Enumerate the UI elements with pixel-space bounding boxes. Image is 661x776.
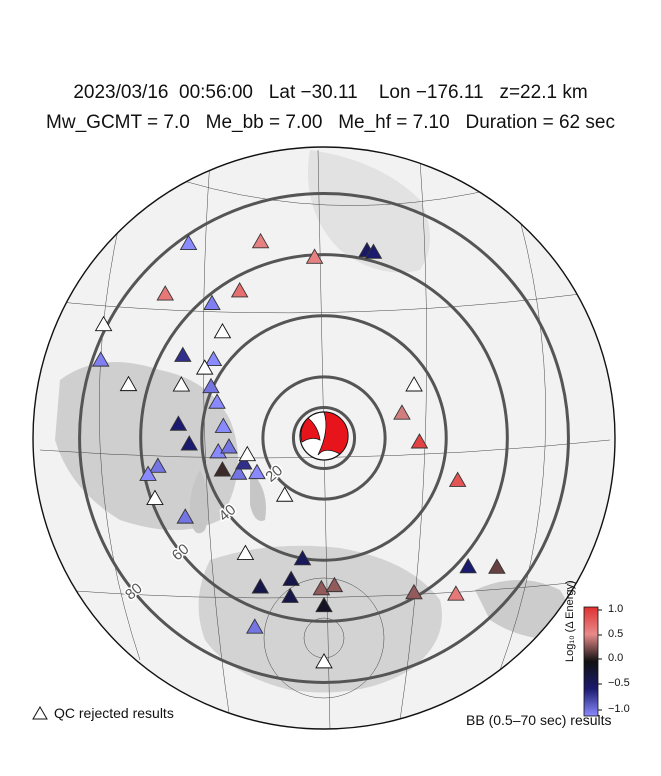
station-marker [229,464,248,480]
qc-rejected-station [236,544,255,560]
stations [91,232,506,669]
colorbar-tick: −1.0 [608,703,630,715]
event-header-line2: Mw_GCMT = 7.0 Me_bb = 7.00 Me_hf = 7.10 … [46,112,615,133]
station-marker [213,461,232,477]
station-marker [208,393,226,409]
station-marker [202,377,220,394]
station-marker [203,294,221,310]
station-marker [325,576,344,593]
qc-rejected-station [172,376,191,392]
station-marker [315,596,333,613]
qc-rejected-station [238,445,257,462]
colorbar-title: Log₁₀ (Δ Energy) [564,580,576,662]
globe-outline [32,146,616,730]
station-marker [139,465,157,481]
distance-rings [78,192,570,684]
station-marker [251,232,270,249]
qc-legend-label: QC rejected results [54,705,174,721]
distance-ring [78,192,570,684]
station-marker [169,415,188,431]
station-marker [447,585,465,601]
qc-rejected-station [94,315,113,332]
station-marker [220,438,238,454]
station-marker [364,243,383,259]
station-marker [459,557,477,574]
station-marker [179,234,198,251]
station-marker [282,570,300,586]
focal-mechanism [299,411,349,461]
station-marker [176,508,195,524]
qc-legend: QC rejected results [32,705,174,721]
qc-rejected-station [119,375,138,392]
event-header-line1: 2023/03/16 00:56:00 Lat −30.11 Lon −176.… [73,82,588,103]
distance-ring [139,253,509,623]
station-marker [312,579,331,596]
qc-rejected-station [405,376,423,392]
colorbar [583,606,602,717]
station-marker [305,248,324,264]
station-marker [405,583,423,600]
station-marker [410,433,429,449]
station-marker [248,463,266,480]
station-marker [448,471,467,487]
colorbar-tick: 1.0 [608,603,624,615]
qc-rejected-station [195,359,214,375]
distance-ring [200,314,448,562]
station-marker [488,558,506,574]
station-marker [251,578,270,594]
band-legend-label: BB (0.5–70 sec) results [466,712,612,728]
station-marker [174,346,192,362]
station-marker [180,435,199,451]
colorbar-tick: −0.5 [608,677,630,689]
qc-triangle-icon [32,706,48,720]
distance-ring [261,375,387,501]
station-marker [235,454,253,470]
station-marker [91,351,110,367]
station-marker [204,350,223,367]
station-marker [281,587,299,603]
distance-ring [291,405,357,471]
station-marker [246,618,264,634]
station-marker [149,457,167,473]
qc-rejected-station [146,489,164,505]
station-marker [293,549,312,566]
colorbar-tick: 0.0 [608,652,624,664]
colorbar-tick: 0.5 [608,628,624,640]
station-marker [156,285,175,301]
station-marker [393,404,411,420]
station-marker [214,417,233,433]
qc-rejected-station [315,652,333,669]
qc-rejected-station [275,486,294,502]
station-marker [230,282,249,298]
qc-rejected-station [213,322,232,339]
